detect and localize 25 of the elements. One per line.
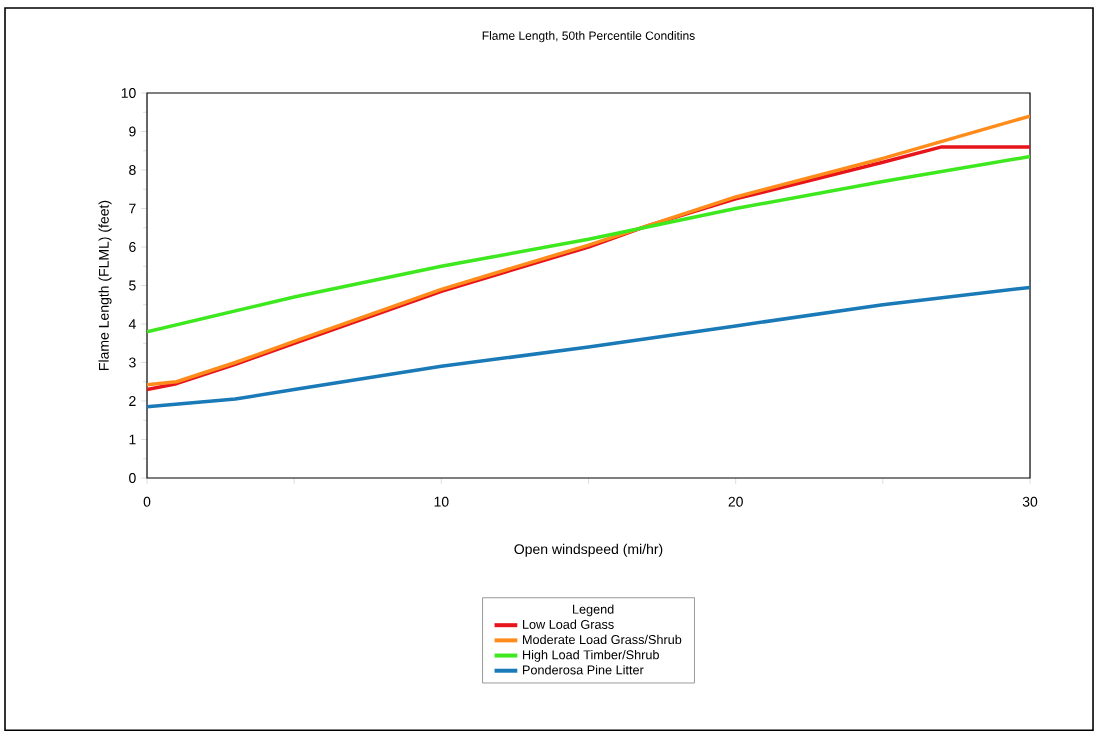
y-tick-label: 10 [121,88,136,98]
y-tick-label: 0 [129,473,136,483]
y-tick-label: 3 [129,357,136,368]
y-tick-label: 6 [129,242,136,252]
line-series [147,154,1031,334]
y-tick-label: 7 [129,203,136,214]
legend-label: High Load Timber/Shrub [523,649,659,662]
y-tick-label: 8 [129,165,136,175]
x-axis-title: Open windspeed (mi/hr) [514,543,663,557]
x-tick-label: 20 [728,496,743,507]
y-tick-label: 9 [129,126,136,137]
y-tick-label: 2 [129,396,136,406]
chart-title: Flame Length, 50th Percentile Conditins [482,31,695,43]
legend-label: Ponderosa Pine Litter [523,665,644,675]
legend-label: Low Load Grass [523,619,614,629]
legend-title: Legend [573,604,614,617]
y-tick-label: 1 [129,434,136,445]
y-tick-label: 5 [129,280,136,291]
x-tick-label: 30 [1022,496,1038,507]
y-axis-title: Flame Length (FLML) (feet) [98,200,112,370]
legend-label: Moderate Load Grass/Shrub [523,634,682,645]
line-series [147,285,1031,409]
x-tick-label: 0 [143,496,151,507]
x-tick-label: 10 [434,496,449,507]
y-tick-label: 4 [128,319,136,329]
